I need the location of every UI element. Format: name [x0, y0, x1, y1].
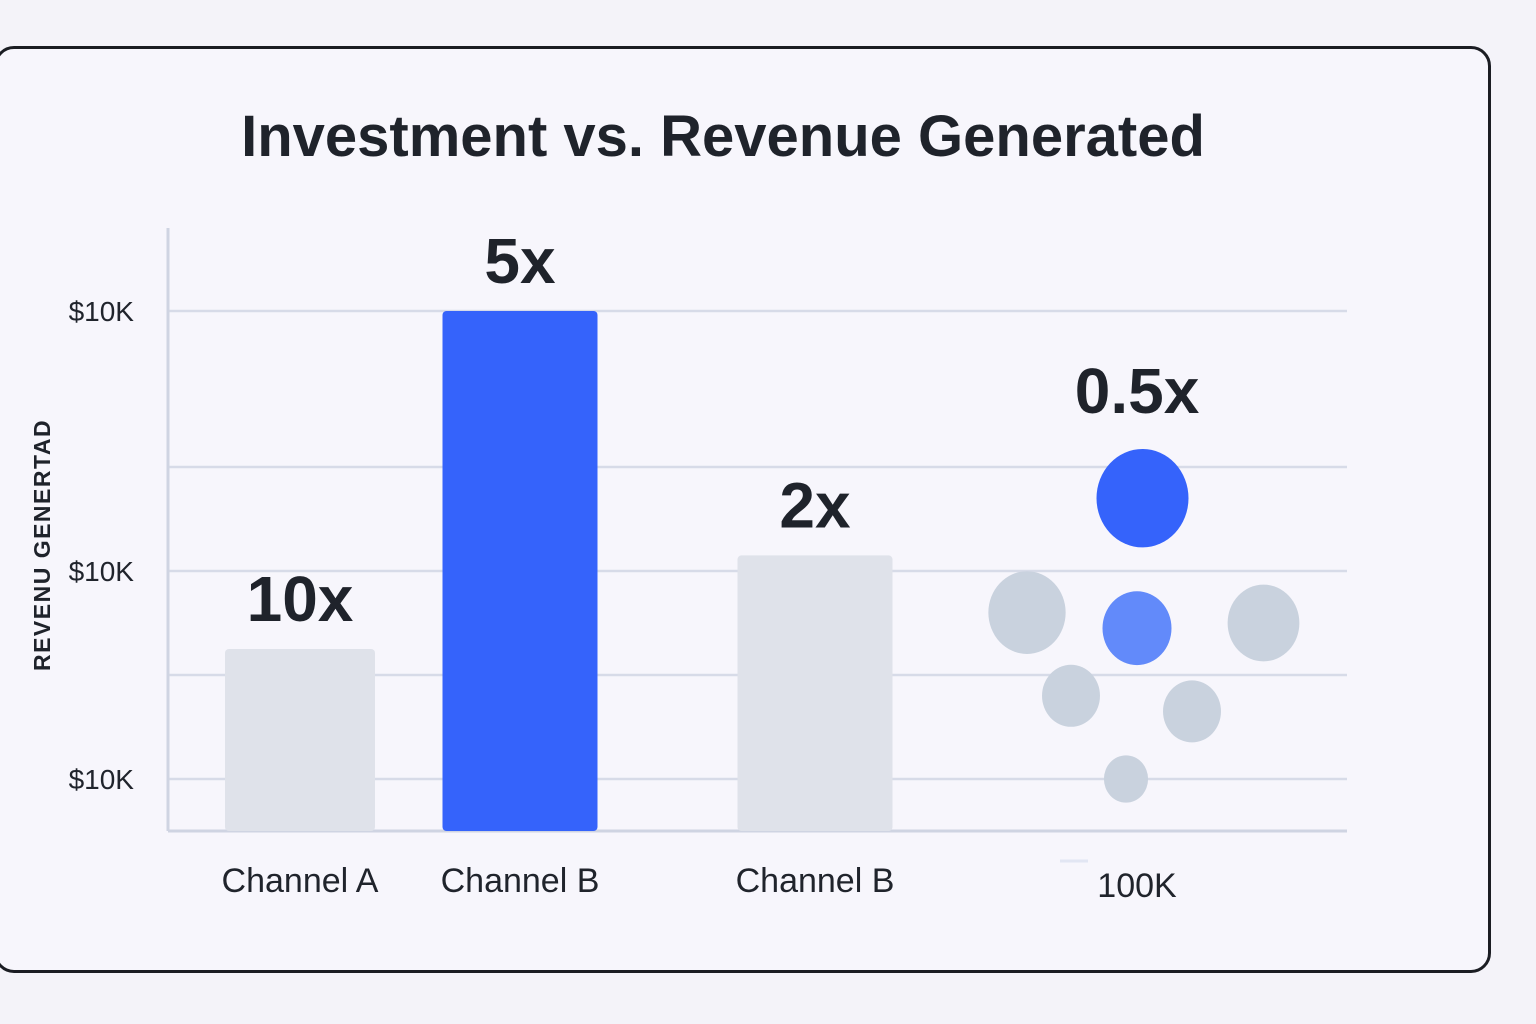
bubble-point [1096, 448, 1189, 548]
bubble-point [1227, 584, 1300, 662]
bubble-cluster [988, 448, 1300, 803]
data-label: 2x [779, 469, 851, 541]
data-label: 10x [247, 563, 354, 635]
x-tick-label: Channel A [222, 862, 379, 900]
bubble-point [1163, 680, 1221, 743]
bar [225, 649, 375, 831]
data-label: 0.5x [1075, 355, 1200, 427]
bubble-point [1103, 755, 1149, 803]
x-tick-label: 100K [1097, 867, 1177, 905]
data-labels: 10x 5x 2x 0.5x [247, 225, 1200, 635]
bars [225, 311, 893, 831]
bubble-point [1042, 664, 1100, 727]
y-axis-label: REVENU GENERTAD [29, 419, 55, 671]
bar [442, 311, 598, 831]
y-tick-label: $10K [69, 296, 135, 327]
y-tick-label: $10K [69, 764, 135, 795]
y-tick-label: $10K [69, 556, 135, 587]
x-tick-label: Channel B [736, 862, 895, 900]
x-tick-labels: Channel A Channel B Channel B 100K [222, 859, 1177, 905]
bar [737, 555, 893, 831]
y-tick-labels: $10K $10K $10K [69, 296, 135, 795]
bubble-point [988, 571, 1066, 654]
chart-title: Investment vs. Revenue Generated [241, 104, 1205, 169]
bubble-point [1102, 591, 1172, 666]
x-tick-label: Channel B [441, 862, 600, 900]
data-label: 5x [484, 225, 556, 297]
